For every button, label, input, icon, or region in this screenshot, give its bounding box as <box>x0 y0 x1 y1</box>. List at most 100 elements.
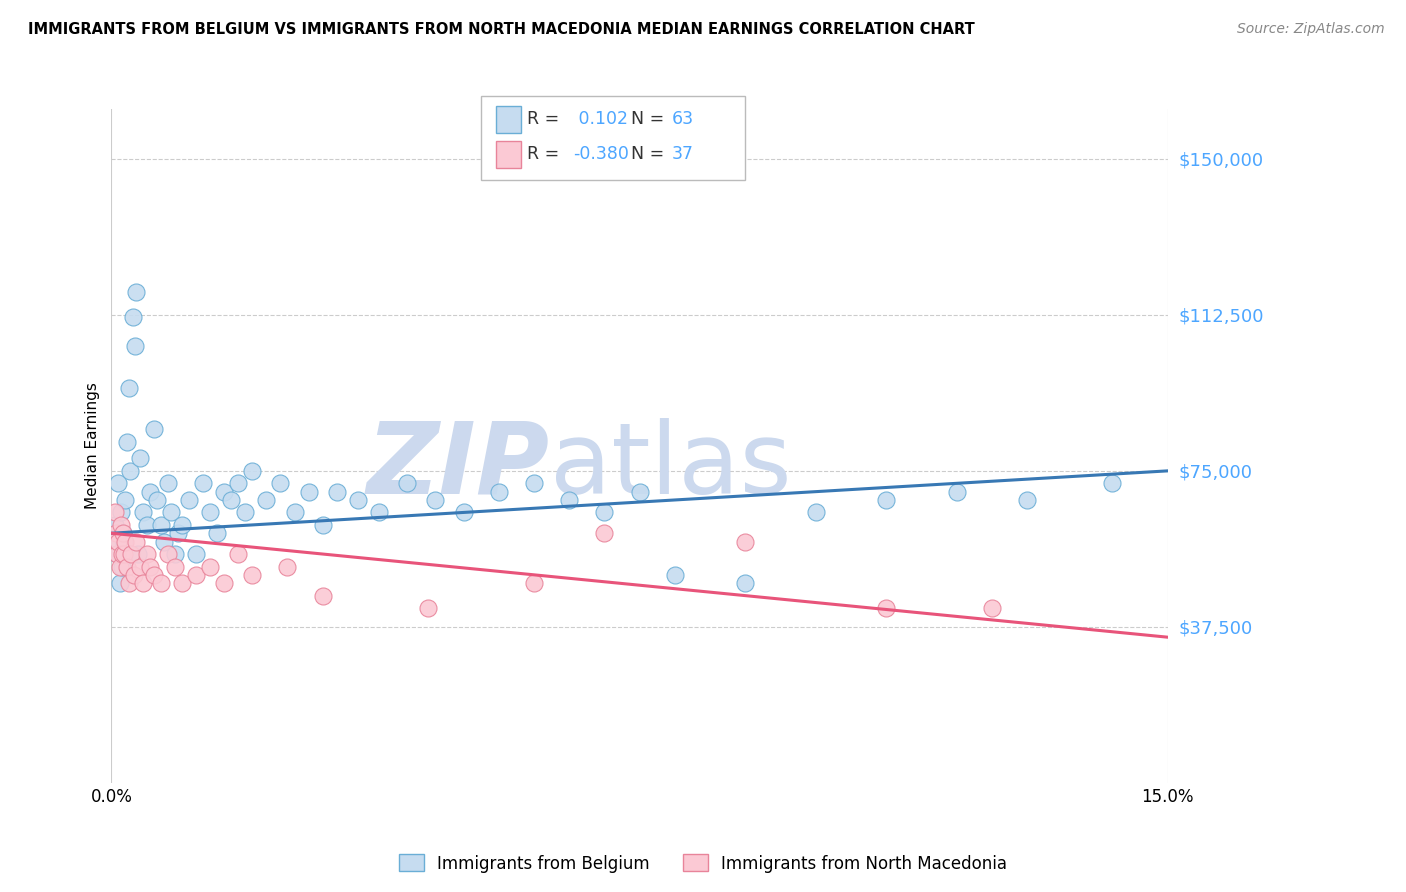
Legend: Immigrants from Belgium, Immigrants from North Macedonia: Immigrants from Belgium, Immigrants from… <box>392 847 1014 880</box>
Point <box>1015 492 1038 507</box>
Point <box>593 505 616 519</box>
Point <box>118 381 141 395</box>
Point <box>149 517 172 532</box>
Point <box>177 492 200 507</box>
Text: -0.380: -0.380 <box>574 145 628 163</box>
Point <box>125 534 148 549</box>
Point <box>127 547 149 561</box>
Text: Source: ZipAtlas.com: Source: ZipAtlas.com <box>1237 22 1385 37</box>
Point <box>160 505 183 519</box>
Point <box>254 492 277 507</box>
Point <box>184 547 207 561</box>
Point <box>396 476 419 491</box>
Point <box>108 576 131 591</box>
Point <box>115 559 138 574</box>
Point <box>170 517 193 532</box>
Point <box>276 559 298 574</box>
Point <box>205 526 228 541</box>
Y-axis label: Median Earnings: Median Earnings <box>86 383 100 509</box>
Point <box>593 526 616 541</box>
Point <box>368 505 391 519</box>
Point <box>112 547 135 561</box>
Text: atlas: atlas <box>550 417 792 515</box>
Point <box>804 505 827 519</box>
FancyBboxPatch shape <box>496 141 522 168</box>
Point <box>124 339 146 353</box>
Point <box>139 484 162 499</box>
Point <box>104 505 127 519</box>
Point <box>153 534 176 549</box>
Point <box>219 492 242 507</box>
Point <box>105 534 128 549</box>
Point <box>120 464 142 478</box>
Point <box>156 476 179 491</box>
Point <box>105 526 128 541</box>
Point <box>283 505 305 519</box>
Point <box>111 547 134 561</box>
Point <box>198 559 221 574</box>
Point <box>664 567 686 582</box>
Point <box>114 492 136 507</box>
Point <box>734 534 756 549</box>
Point <box>110 517 132 532</box>
Point <box>980 601 1002 615</box>
Point <box>112 534 135 549</box>
Point <box>108 559 131 574</box>
Point <box>312 589 335 603</box>
Point <box>112 526 135 541</box>
Point <box>628 484 651 499</box>
Point <box>240 464 263 478</box>
FancyBboxPatch shape <box>481 95 745 180</box>
Point <box>107 534 129 549</box>
Point <box>326 484 349 499</box>
Point <box>135 547 157 561</box>
Point <box>163 547 186 561</box>
Text: 0.102: 0.102 <box>574 110 628 128</box>
Point <box>523 576 546 591</box>
Point <box>453 505 475 519</box>
Point <box>212 576 235 591</box>
Point <box>110 505 132 519</box>
Point <box>184 567 207 582</box>
Point <box>312 517 335 532</box>
Point <box>875 492 897 507</box>
Point <box>105 547 128 561</box>
Point <box>523 476 546 491</box>
Point <box>233 505 256 519</box>
Point <box>558 492 581 507</box>
Text: N =: N = <box>620 145 669 163</box>
Point <box>112 526 135 541</box>
Point <box>945 484 967 499</box>
Point <box>418 601 440 615</box>
Point <box>1101 476 1123 491</box>
Point <box>875 601 897 615</box>
Point <box>163 559 186 574</box>
Point <box>297 484 319 499</box>
Point <box>198 505 221 519</box>
Point <box>121 310 143 324</box>
Point <box>149 576 172 591</box>
Point <box>146 492 169 507</box>
Point <box>132 576 155 591</box>
FancyBboxPatch shape <box>496 105 522 133</box>
Point <box>488 484 510 499</box>
Point <box>122 567 145 582</box>
Point <box>226 547 249 561</box>
Point <box>107 476 129 491</box>
Point <box>128 451 150 466</box>
Point <box>115 434 138 449</box>
Point <box>170 576 193 591</box>
Text: R =: R = <box>527 110 564 128</box>
Point <box>125 285 148 299</box>
Point <box>104 517 127 532</box>
Point <box>156 547 179 561</box>
Text: R =: R = <box>527 145 564 163</box>
Point <box>142 422 165 436</box>
Text: N =: N = <box>620 110 669 128</box>
Point <box>118 576 141 591</box>
Text: IMMIGRANTS FROM BELGIUM VS IMMIGRANTS FROM NORTH MACEDONIA MEDIAN EARNINGS CORRE: IMMIGRANTS FROM BELGIUM VS IMMIGRANTS FR… <box>28 22 974 37</box>
Point <box>226 476 249 491</box>
Point <box>734 576 756 591</box>
Point <box>142 567 165 582</box>
Text: ZIP: ZIP <box>367 417 550 515</box>
